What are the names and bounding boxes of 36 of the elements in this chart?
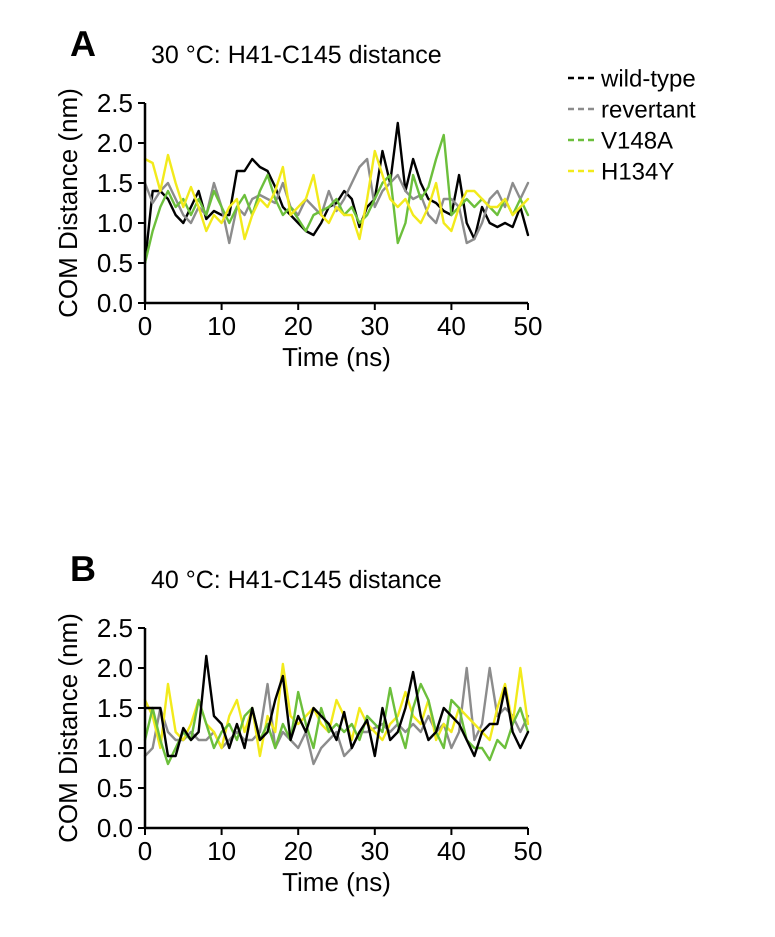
legend-label: revertant bbox=[601, 96, 696, 124]
y-tick-label: 0.0 bbox=[96, 288, 133, 318]
x-axis-title: Time (ns) bbox=[282, 867, 391, 897]
y-tick-label: 0.0 bbox=[96, 813, 133, 844]
y-tick-label: 1.5 bbox=[96, 168, 133, 198]
x-tick-label: 30 bbox=[360, 836, 390, 866]
x-axis-title: Time (ns) bbox=[282, 342, 391, 372]
legend-label: V148A bbox=[601, 127, 674, 154]
legend-label: wild-type bbox=[600, 65, 696, 92]
y-tick-label: 0.5 bbox=[96, 773, 133, 804]
x-tick-label: 10 bbox=[207, 311, 236, 341]
x-tick-label: 30 bbox=[360, 311, 390, 341]
x-tick-label: 10 bbox=[207, 836, 236, 866]
y-axis-title: COM Distance (nm) bbox=[53, 613, 83, 843]
chart-title: 40 °C: H41-C145 distance bbox=[151, 566, 442, 594]
y-axis-title: COM Distance (nm) bbox=[53, 88, 83, 318]
y-tick-label: 1.5 bbox=[96, 693, 133, 724]
y-tick-label: 2.0 bbox=[96, 128, 133, 158]
text: B bbox=[70, 548, 96, 589]
y-tick-label: 1.0 bbox=[96, 733, 133, 764]
x-tick-label: 40 bbox=[436, 836, 466, 866]
y-tick-label: 2.0 bbox=[96, 653, 133, 684]
chart-title: 30 °C: H41-C145 distance bbox=[151, 41, 442, 69]
y-tick-label: 2.5 bbox=[96, 88, 133, 118]
x-tick-label: 20 bbox=[284, 311, 313, 341]
x-tick-label: 0 bbox=[138, 836, 152, 866]
x-tick-label: 50 bbox=[514, 311, 542, 341]
y-tick-label: 2.5 bbox=[96, 613, 133, 644]
x-tick-label: 0 bbox=[138, 311, 152, 341]
x-tick-label: 50 bbox=[514, 836, 542, 866]
legend-label: H134Y bbox=[601, 158, 674, 186]
y-tick-label: 1.0 bbox=[96, 208, 133, 238]
text: A bbox=[70, 23, 96, 64]
y-tick-label: 0.5 bbox=[96, 248, 133, 278]
x-tick-label: 40 bbox=[436, 311, 466, 341]
x-tick-label: 20 bbox=[284, 836, 313, 866]
